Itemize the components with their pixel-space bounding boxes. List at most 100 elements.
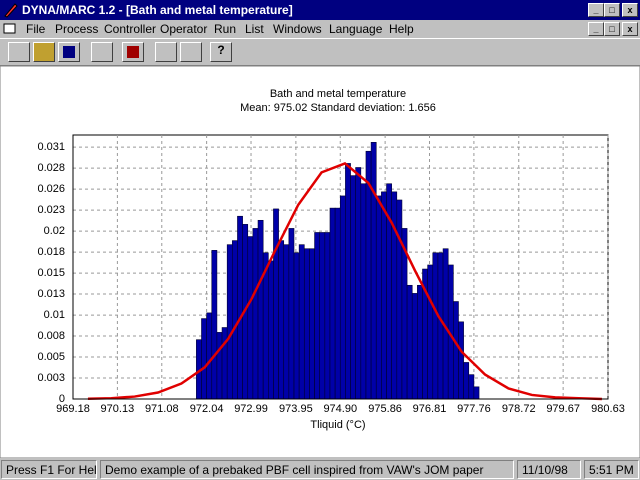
menu-item[interactable]: Process <box>55 22 99 36</box>
bar <box>319 232 326 400</box>
y-tick-label: 0.023 <box>37 204 65 216</box>
bar <box>283 244 290 400</box>
bar <box>468 374 475 400</box>
bar <box>406 284 413 400</box>
y-tick-label: 0.01 <box>44 309 65 321</box>
bar <box>458 321 464 400</box>
window-title: DYNA/MARC 1.2 - [Bath and metal temperat… <box>22 3 293 17</box>
x-tick-label: 980.63 <box>591 403 625 415</box>
y-tick-label: 0.008 <box>37 330 65 342</box>
menu-item[interactable]: Controller <box>104 22 157 36</box>
doc-close[interactable]: x <box>622 22 638 36</box>
x-axis-label: Tliquid (°C) <box>310 419 365 431</box>
back-button[interactable] <box>155 42 177 62</box>
new-button[interactable] <box>8 42 30 62</box>
x-tick-label: 973.95 <box>279 403 313 415</box>
print-button[interactable] <box>91 42 113 62</box>
y-tick-label: 0.005 <box>37 351 65 363</box>
bar <box>360 183 367 400</box>
chart-title: Bath and metal temperature <box>270 88 406 100</box>
chart: Bath and metal temperature Mean: 975.02 … <box>0 66 640 458</box>
bar <box>334 207 341 400</box>
doc-minimize[interactable]: _ <box>588 22 604 36</box>
app-icon <box>4 3 18 18</box>
save-button[interactable] <box>58 42 80 62</box>
menu-item[interactable]: Run <box>214 22 237 36</box>
bar <box>268 260 274 400</box>
bar <box>437 252 444 400</box>
bar <box>432 252 439 400</box>
bar <box>339 195 346 400</box>
y-tick-label: 0 <box>59 393 65 405</box>
bar <box>473 386 480 400</box>
chart-button[interactable] <box>122 42 144 62</box>
title-bar: DYNA/MARC 1.2 - [Bath and metal temperat… <box>0 0 640 20</box>
bar <box>309 248 315 400</box>
bar <box>427 264 434 400</box>
menu-bar: File Process Controller Operator Run Lis… <box>0 20 640 38</box>
bar <box>350 175 356 400</box>
minimize-button[interactable]: _ <box>588 3 604 17</box>
fit-curve <box>87 162 602 401</box>
y-tick-label: 0.018 <box>37 246 65 258</box>
x-tick-label: 978.72 <box>502 403 536 415</box>
forward-button[interactable] <box>180 42 202 62</box>
bar <box>463 362 470 400</box>
y-tick-label: 0.031 <box>37 141 65 153</box>
chart-subtitle: Mean: 975.02 Standard deviation: 1.656 <box>240 102 436 114</box>
bar <box>216 332 223 400</box>
bar <box>298 244 305 400</box>
x-tick-label: 975.86 <box>368 403 402 415</box>
bar <box>453 301 459 400</box>
bar <box>417 284 423 400</box>
y-tick-label: 0.015 <box>37 267 65 279</box>
y-tick-label: 0.02 <box>44 225 65 237</box>
bar <box>273 208 279 400</box>
restore-button[interactable]: □ <box>604 3 620 17</box>
status-message: Demo example of a prebaked PBF cell insp… <box>100 460 514 479</box>
menu-item[interactable]: Operator <box>160 22 208 36</box>
bar <box>201 318 207 400</box>
y-tick-label: 0.003 <box>37 372 65 384</box>
open-button[interactable] <box>33 42 55 62</box>
bar <box>226 244 233 400</box>
bar <box>206 312 213 400</box>
status-time: 5:51 PM <box>584 460 639 479</box>
bar <box>237 215 243 400</box>
x-tick-label: 972.99 <box>234 403 268 415</box>
bar <box>211 250 218 400</box>
help-button[interactable]: ? <box>210 42 232 62</box>
status-help: Press F1 For Help <box>1 460 97 479</box>
bar <box>370 142 377 400</box>
bar <box>355 167 362 400</box>
bar <box>314 232 321 400</box>
x-tick-label: 971.08 <box>145 403 179 415</box>
menu-item[interactable]: List <box>245 22 264 36</box>
y-tick-label: 0.028 <box>37 162 65 174</box>
bar <box>252 228 259 400</box>
y-tick-label: 0.026 <box>37 183 65 195</box>
bar <box>411 293 418 400</box>
x-tick-label: 970.13 <box>101 403 135 415</box>
menu-item[interactable]: Help <box>389 22 414 36</box>
bar <box>247 236 254 400</box>
bar <box>278 240 285 400</box>
bar <box>324 232 331 400</box>
menu-item[interactable]: Windows <box>273 22 322 36</box>
bar <box>221 327 228 400</box>
x-tick-label: 972.04 <box>190 403 224 415</box>
bar <box>396 199 403 400</box>
close-button[interactable]: x <box>622 3 638 17</box>
toolbar: ? <box>0 38 640 66</box>
x-tick-label: 977.76 <box>457 403 491 415</box>
x-tick-label: 969.18 <box>56 403 90 415</box>
menu-item[interactable]: File <box>26 22 46 36</box>
bar <box>293 252 300 400</box>
x-tick-label: 976.81 <box>413 403 447 415</box>
bar <box>257 219 264 400</box>
menu-item[interactable]: Language <box>329 22 383 36</box>
doc-restore[interactable]: □ <box>604 22 620 36</box>
x-tick-label: 974.90 <box>323 403 357 415</box>
doc-icon <box>3 23 16 34</box>
